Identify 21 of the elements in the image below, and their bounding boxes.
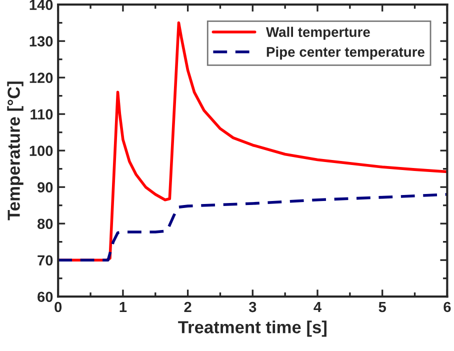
- x-tick-label: 4: [314, 302, 322, 312]
- y-tick-label: 90: [38, 182, 53, 193]
- y-tick-label: 140: [30, 0, 53, 10]
- y-tick-label: 110: [30, 109, 53, 120]
- x-axis-title: Treatment time [s]: [178, 320, 326, 337]
- y-tick-label: 60: [38, 292, 53, 302]
- y-tick-label: 130: [30, 36, 53, 47]
- line-series: [58, 192, 448, 262]
- y-tick-label: 70: [38, 255, 53, 266]
- y-tick-label: 100: [30, 146, 53, 156]
- legend-label: Pipe center temperature: [266, 46, 424, 60]
- y-tick-label: 80: [37, 218, 53, 230]
- x-tick-label: 3: [248, 302, 256, 312]
- y-axis-title: Temperature [°C]: [7, 82, 24, 220]
- y-tick-label: 120: [30, 72, 53, 83]
- x-tick-label: 0: [54, 302, 62, 312]
- x-tick-label: 5: [378, 302, 386, 312]
- x-tick-label: 1: [120, 302, 127, 312]
- legend-label: Wall temperture: [266, 26, 370, 40]
- x-tick-label: 2: [184, 302, 192, 312]
- x-tick-label: 6: [444, 302, 451, 312]
